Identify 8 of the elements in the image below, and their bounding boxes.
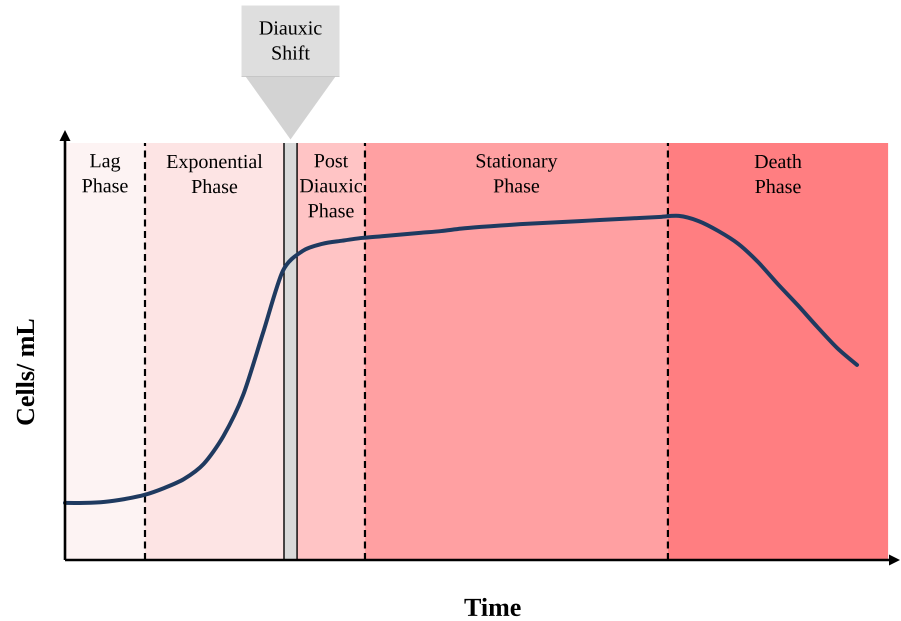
text: Stationary Phase: [476, 154, 558, 193]
annotation: Post Diauxic Phase: [300, 154, 362, 218]
text: Lag Phase: [82, 154, 128, 192]
x-axis-title: Time: [464, 598, 521, 616]
text: Exponential Phase: [166, 154, 262, 194]
y-axis-title: Cells/ mL: [16, 319, 34, 425]
text: Death Phase: [754, 154, 802, 194]
text: Diauxic Shift: [259, 21, 322, 60]
